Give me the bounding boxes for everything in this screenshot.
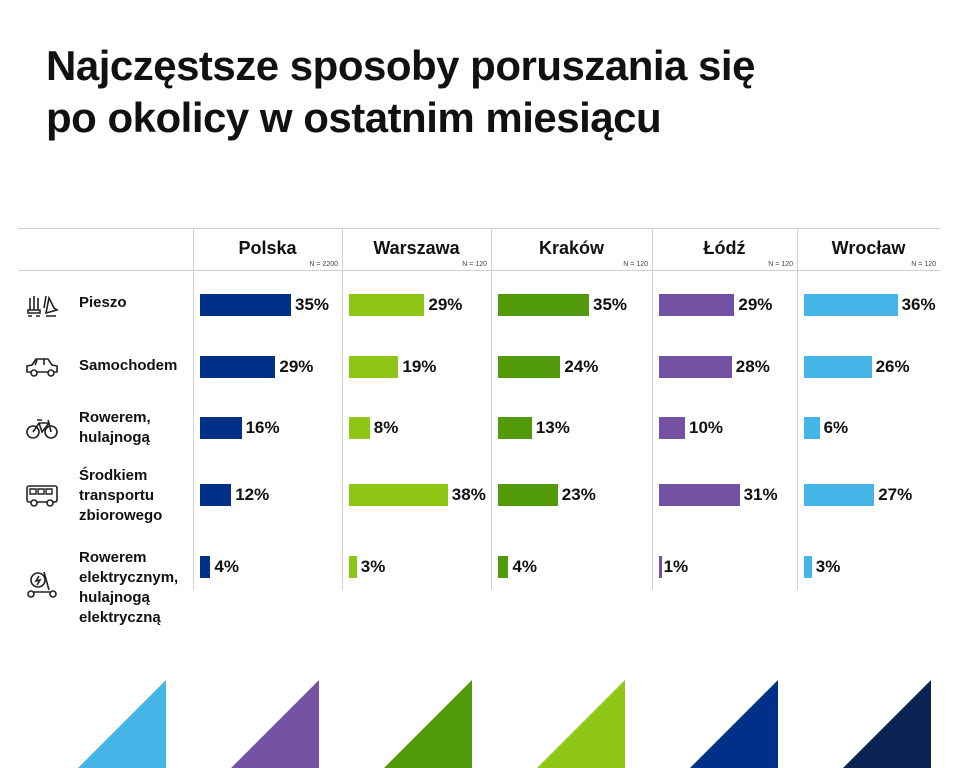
column-divider bbox=[491, 228, 492, 590]
table-header-rule bbox=[18, 270, 940, 271]
column-header: Łódź bbox=[703, 238, 746, 258]
column-header: Warszawa bbox=[373, 238, 460, 258]
bar bbox=[659, 484, 740, 506]
row-label-line: Samochodem bbox=[79, 357, 178, 374]
bus-icon bbox=[24, 480, 60, 510]
column-divider bbox=[652, 228, 653, 590]
bar bbox=[349, 294, 425, 316]
bar bbox=[804, 356, 872, 378]
electric-scooter-icon bbox=[24, 568, 60, 598]
data-label: 36% bbox=[901, 295, 936, 314]
car-icon bbox=[24, 351, 60, 381]
data-label: 29% bbox=[738, 295, 773, 314]
bar bbox=[349, 417, 370, 439]
bar bbox=[349, 356, 399, 378]
bar bbox=[659, 356, 732, 378]
data-label: 8% bbox=[373, 418, 399, 437]
row-label: Rowerem elektrycznym, hulajnogą elektryczną bbox=[79, 548, 178, 628]
data-label: 13% bbox=[535, 418, 570, 437]
data-label: 6% bbox=[823, 418, 849, 437]
row-label-line: Środkiem bbox=[79, 467, 148, 484]
bar bbox=[498, 294, 589, 316]
bar bbox=[659, 294, 735, 316]
page-title: Najczęstsze sposoby poruszania się po ok… bbox=[46, 40, 755, 144]
column-divider bbox=[342, 228, 343, 590]
data-label: 10% bbox=[689, 418, 724, 437]
data-label: 29% bbox=[279, 357, 314, 376]
row-label-line: elektrycznym, bbox=[79, 569, 179, 586]
row-label-line: transportu bbox=[79, 487, 154, 504]
row-label-line: elektryczną bbox=[79, 609, 161, 626]
row-label: Rowerem, hulajnogą bbox=[79, 408, 151, 448]
row-label-line: Rowerem bbox=[79, 549, 147, 566]
bar bbox=[349, 484, 448, 506]
row-label: Pieszo bbox=[79, 293, 127, 313]
row-label-line: hulajnogą bbox=[79, 589, 150, 606]
bar bbox=[804, 484, 875, 506]
data-label: 35% bbox=[593, 295, 628, 314]
chart-table: Polska N = 2200 Warszawa N = 120 Kraków N = 1… bbox=[18, 228, 940, 626]
data-label: 35% bbox=[295, 295, 330, 314]
column-divider bbox=[797, 228, 798, 590]
bar bbox=[804, 417, 820, 439]
data-label: 3% bbox=[360, 557, 386, 576]
data-label: 38% bbox=[451, 485, 486, 504]
title-line-2: po okolicy w ostatnim miesiącu bbox=[46, 94, 662, 141]
bar bbox=[200, 417, 242, 439]
title-line-1: Najczęstsze sposoby poruszania się bbox=[46, 42, 755, 89]
bar bbox=[200, 294, 291, 316]
bar bbox=[200, 484, 232, 506]
decor-triangle bbox=[231, 680, 319, 768]
row-label: Środkiem transportu zbiorowego bbox=[79, 466, 162, 526]
row-label-line: Pieszo bbox=[79, 294, 127, 311]
row-label-line: hulajnogą bbox=[79, 429, 150, 446]
walking-shoes-icon bbox=[24, 288, 60, 318]
bar bbox=[200, 556, 211, 578]
bar bbox=[659, 556, 662, 578]
data-label: 12% bbox=[235, 485, 270, 504]
decor-triangle bbox=[537, 680, 625, 768]
data-label: 23% bbox=[561, 485, 596, 504]
bar bbox=[498, 556, 509, 578]
sample-size-label: N = 120 bbox=[768, 261, 793, 268]
data-label: 4% bbox=[214, 557, 239, 576]
data-label: 16% bbox=[245, 418, 280, 437]
data-label: 1% bbox=[663, 557, 689, 576]
decor-triangle bbox=[78, 680, 166, 768]
data-label: 31% bbox=[743, 485, 778, 504]
bar bbox=[498, 484, 558, 506]
sample-size-label: N = 2200 bbox=[309, 261, 338, 268]
bar bbox=[659, 417, 685, 439]
bar bbox=[349, 556, 357, 578]
sample-size-label: N = 120 bbox=[462, 261, 487, 268]
bicycle-icon bbox=[24, 412, 60, 442]
data-label: 19% bbox=[402, 357, 437, 376]
data-label: 28% bbox=[735, 357, 770, 376]
data-label: 3% bbox=[815, 557, 841, 576]
decor-triangle bbox=[690, 680, 778, 768]
column-header: Kraków bbox=[538, 238, 605, 258]
data-label: 24% bbox=[564, 357, 599, 376]
column-header: Wrocław bbox=[831, 238, 906, 258]
column-divider bbox=[193, 228, 194, 590]
column-header: Polska bbox=[238, 238, 297, 258]
sample-size-label: N = 120 bbox=[623, 261, 648, 268]
data-label: 26% bbox=[875, 357, 910, 376]
decor-triangle bbox=[843, 680, 931, 768]
data-label: 29% bbox=[428, 295, 463, 314]
bar bbox=[498, 417, 532, 439]
bar bbox=[804, 556, 812, 578]
bar bbox=[200, 356, 276, 378]
table-top-rule bbox=[18, 228, 940, 229]
data-label: 4% bbox=[512, 557, 537, 576]
sample-size-label: N = 120 bbox=[911, 261, 936, 268]
decor-triangle bbox=[384, 680, 472, 768]
data-label: 27% bbox=[878, 485, 913, 504]
row-label-line: Rowerem, bbox=[79, 409, 151, 426]
row-label: Samochodem bbox=[79, 356, 177, 376]
bar bbox=[804, 294, 898, 316]
bar bbox=[498, 356, 561, 378]
row-label-line: zbiorowego bbox=[79, 507, 163, 524]
